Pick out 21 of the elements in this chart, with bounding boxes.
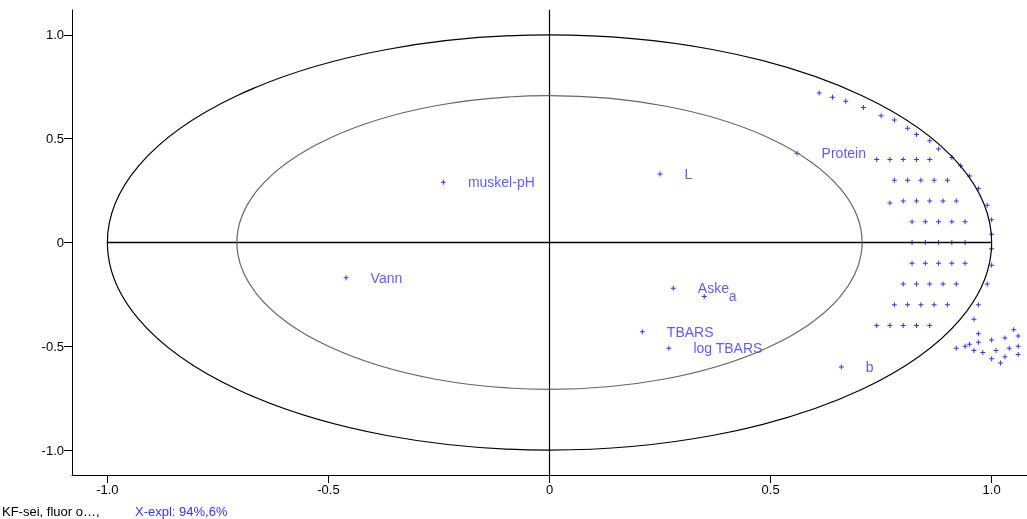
series-label: muskel-pH [467,174,535,191]
y-tick-label: -0.5 [41,338,64,354]
y-tick-label: -1.0 [41,442,64,458]
text: KF-sei, fluor o…, [2,504,100,519]
series-label: TBARS [666,323,714,340]
series-label: L [684,166,693,182]
series-label: log TBARS [693,340,763,357]
x-tick-label: -0.5 [317,482,340,497]
x-tick-label: 0 [545,482,554,497]
y-tick-label: 0 [56,235,64,250]
series-label: Protein [821,145,866,162]
x-tick-label: -1.0 [96,482,119,497]
series-label: b [865,359,874,376]
x-tick-label: 0.5 [761,482,780,497]
y-tick-label: 1.0 [45,27,64,43]
series-label: a [728,288,737,305]
series-label: Vann [370,269,403,286]
x-tick-label: 1.0 [982,482,1001,497]
text: X-expl: 94%,6% [135,504,228,519]
series-label: Aske [697,280,730,297]
y-tick-label: 0.5 [45,131,64,147]
